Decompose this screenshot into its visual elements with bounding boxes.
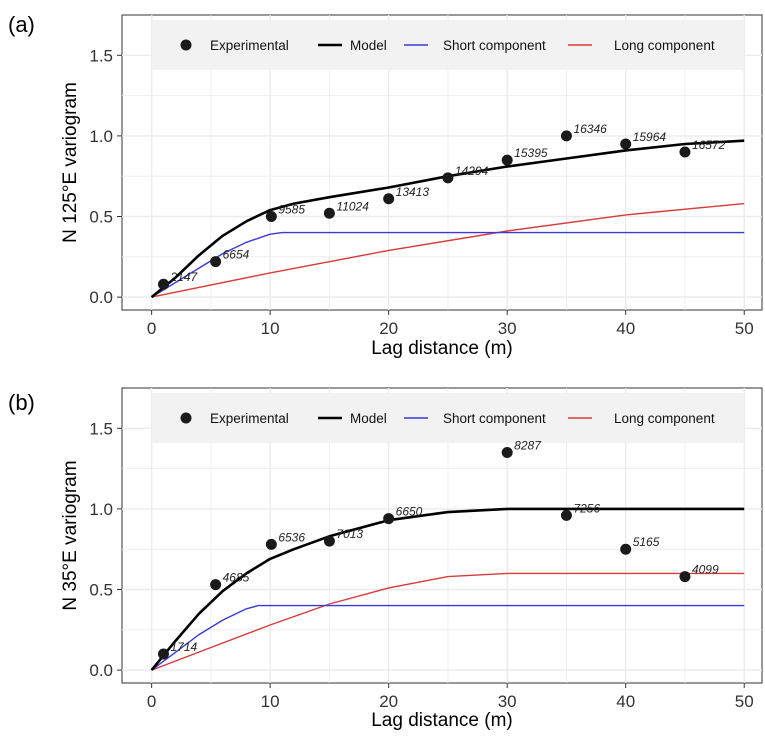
y-tick-label: 0.0 [89,661,113,680]
series-line-long-component [151,202,745,298]
data-point [501,154,513,166]
y-tick-label: 1.0 [89,500,113,519]
chart-panel-b: 0 10 20 30 40 50 0.0 0.5 1.0 1.5 Experimental Model… [8,387,763,731]
legend-label: Model [350,411,387,426]
data-point [442,172,454,184]
data-point-label: 6654 [223,248,250,262]
data-point [265,538,277,550]
x-tick-label: 0 [147,319,156,338]
legend-key-experimental [180,412,192,424]
x-tick-label: 50 [735,692,754,711]
data-point [210,256,222,268]
data-point-label: 15964 [633,130,667,144]
data-point [560,130,572,142]
legend-label: Short component [443,411,546,426]
data-point [679,146,691,158]
data-point-label: 13413 [396,185,430,199]
y-tick-label: 0.0 [89,288,113,307]
data-point-label: 1714 [170,640,197,654]
y-axis-title: N 35°E variogram [60,460,81,610]
y-tick-label: 1.5 [89,46,113,65]
legend-label: Model [350,38,387,53]
x-tick-label: 10 [261,319,280,338]
data-point-label: 5165 [633,535,660,549]
x-tick-label: 20 [379,692,398,711]
x-tick-label: 40 [616,319,635,338]
data-point [323,535,335,547]
data-point [157,648,169,660]
legend-label: Experimental [210,411,289,426]
data-point [501,446,513,458]
data-point [323,207,335,219]
legend-label: Short component [443,38,546,53]
legend-box [152,20,744,70]
data-point-label: 6650 [396,505,423,519]
data-point [210,579,222,591]
x-axis-title: Lag distance (m) [371,710,513,731]
chart-panel-a: 0 10 20 30 40 50 0.0 0.5 1.0 1.5 Experimental Model… [8,12,763,359]
series-line-long-component [151,572,745,671]
data-point-label: 16346 [573,122,607,136]
panel-label: (b) [8,390,35,415]
data-point-label: 14294 [455,164,489,178]
x-tick-label: 30 [498,692,517,711]
data-point-label: 11024 [336,199,369,213]
data-point-label: 7256 [573,501,600,515]
x-axis-title: Lag distance (m) [371,338,513,359]
data-point-label: 7013 [336,527,363,541]
x-tick-label: 0 [147,692,156,711]
data-point-label: 9585 [278,203,305,217]
series-line-short-component [151,604,745,671]
y-tick-label: 1.0 [89,127,113,146]
legend-label: Experimental [210,38,289,53]
y-tick-label: 1.5 [89,419,113,438]
data-point [265,211,277,223]
y-tick-label: 0.5 [89,208,113,227]
x-tick-label: 50 [735,319,754,338]
data-point-label: 4685 [223,571,250,585]
data-point [383,193,395,205]
x-tick-label: 30 [498,319,517,338]
data-point-label: 6536 [278,530,305,544]
legend-key-experimental [180,39,192,51]
data-point [157,278,169,290]
legend-label: Long component [614,38,715,53]
legend-box [152,393,744,443]
x-tick-label: 20 [379,319,398,338]
data-point-label: 16572 [692,138,726,152]
legend-label: Long component [614,411,715,426]
data-point-label: 8287 [514,438,542,452]
x-tick-label: 10 [261,692,280,711]
data-point-label: 15395 [514,146,548,160]
data-point [383,513,395,525]
data-point [620,543,632,555]
series-line-model [150,139,745,299]
data-point [620,138,632,150]
series-line-model [150,507,745,671]
x-tick-label: 40 [616,692,635,711]
data-point [679,571,691,583]
data-point-label: 4099 [692,563,719,577]
panel-label: (a) [8,12,35,37]
data-point [560,509,572,521]
y-tick-label: 0.5 [89,581,113,600]
y-axis-title: N 125°E variogram [60,82,81,243]
series-line-short-component [151,231,745,298]
data-point-label: 2147 [169,270,198,284]
